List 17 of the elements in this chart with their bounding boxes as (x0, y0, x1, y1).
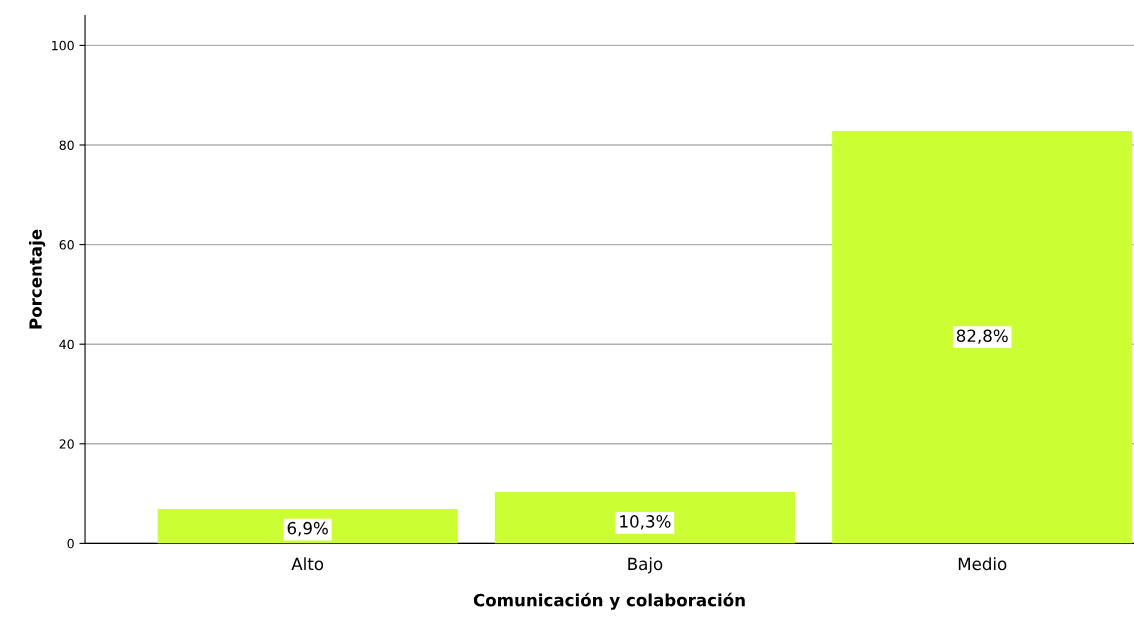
y-tick-label: 0 (67, 538, 74, 549)
y-axis-title: Porcentaje (28, 229, 46, 329)
bar (494, 492, 796, 544)
y-tick-label: 80 (59, 140, 74, 150)
bar (832, 131, 1133, 544)
data-label: 6,9% (287, 521, 328, 537)
bar (157, 509, 458, 544)
y-tick-label: 100 (52, 40, 74, 51)
y-tick-label: 60 (59, 240, 74, 250)
data-label: 10,3% (620, 515, 671, 530)
data-label: 82,8% (956, 329, 1008, 344)
x-tick-label: Alto (291, 557, 324, 571)
x-axis-title: Comunicación y colaboración (473, 592, 745, 610)
y-tick-label: 40 (59, 339, 74, 350)
x-tick-label: Bajo (628, 557, 663, 574)
x-tick-label: Medio (958, 557, 1007, 571)
y-tick-label: 20 (59, 439, 74, 449)
